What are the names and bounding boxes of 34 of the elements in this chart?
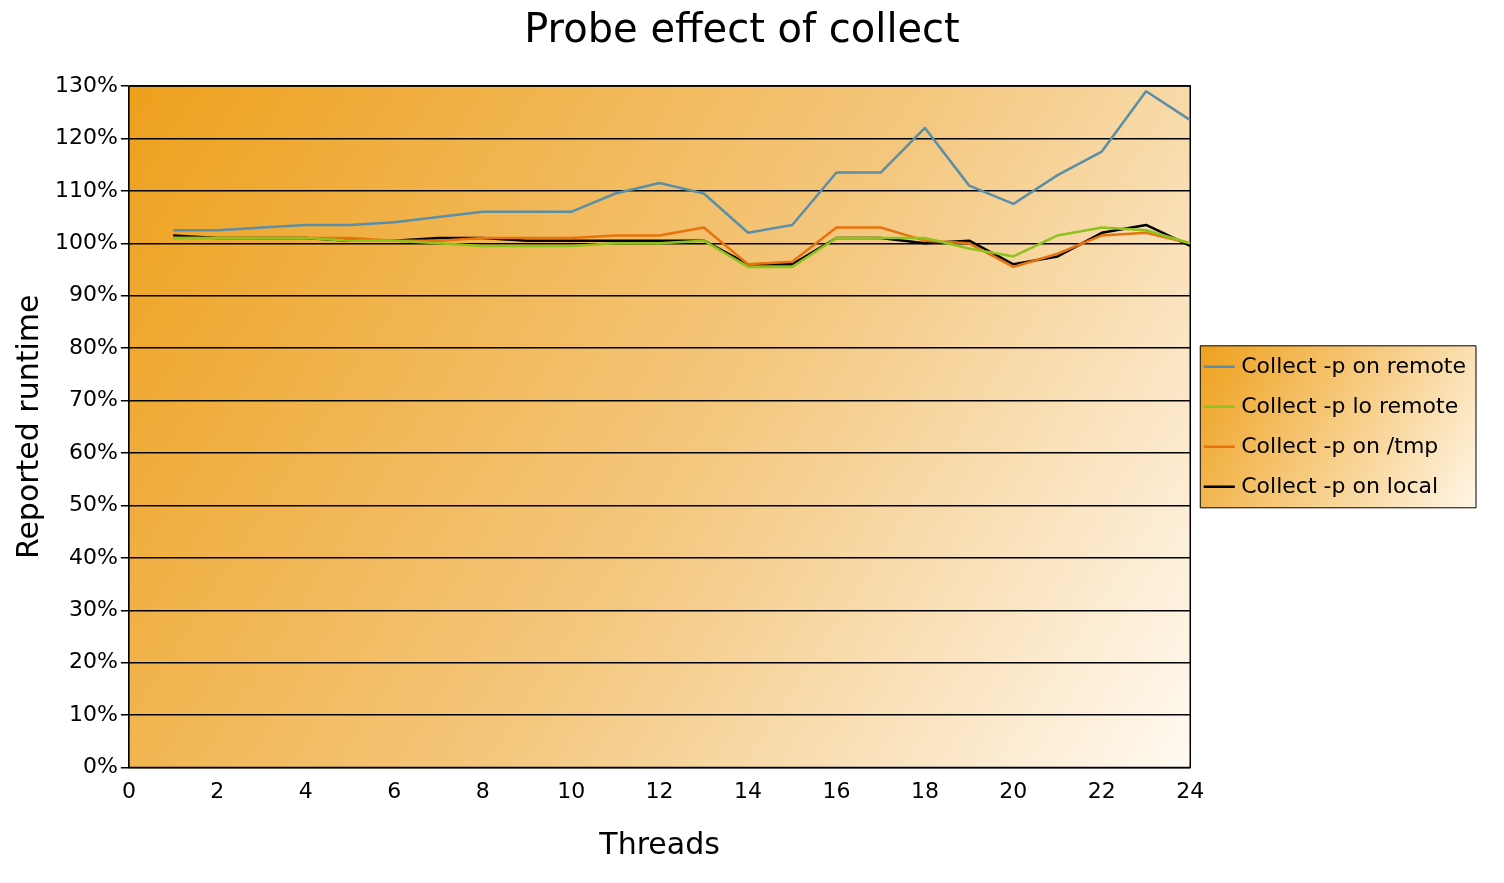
y-tick-label: 90% bbox=[68, 281, 118, 307]
y-axis-title: Reported runtime bbox=[9, 294, 45, 560]
legend-label: Collect -p on remote bbox=[1241, 352, 1467, 378]
legend-label: Collect -p lo remote bbox=[1241, 392, 1459, 418]
legend-label: Collect -p on /tmp bbox=[1241, 432, 1439, 458]
x-tick-label: 22 bbox=[1087, 777, 1116, 803]
y-tick-label: 70% bbox=[68, 386, 118, 412]
y-tick-label: 60% bbox=[68, 438, 118, 464]
y-tick-label: 100% bbox=[54, 229, 118, 255]
x-tick-label: 2 bbox=[210, 777, 225, 803]
x-tick-label: 12 bbox=[645, 777, 674, 803]
y-tick-label: 20% bbox=[68, 648, 118, 674]
y-tick-label: 50% bbox=[68, 491, 118, 517]
x-tick-label: 0 bbox=[121, 777, 136, 803]
y-tick-label: 110% bbox=[54, 176, 118, 202]
y-tick-label: 0% bbox=[82, 753, 118, 779]
legend-label: Collect -p on local bbox=[1241, 472, 1439, 498]
x-tick-label: 10 bbox=[557, 777, 586, 803]
x-tick-label: 20 bbox=[999, 777, 1028, 803]
x-tick-label: 8 bbox=[475, 777, 490, 803]
y-tick-label: 30% bbox=[68, 596, 118, 622]
y-tick-label: 10% bbox=[68, 700, 118, 726]
x-tick-label: 4 bbox=[298, 777, 313, 803]
x-tick-label: 18 bbox=[910, 777, 939, 803]
y-tick-label: 120% bbox=[54, 124, 118, 150]
y-tick-label: 130% bbox=[54, 71, 118, 97]
y-tick-label: 80% bbox=[68, 333, 118, 359]
x-tick-label: 6 bbox=[387, 777, 402, 803]
y-tick-label: 40% bbox=[68, 543, 118, 569]
x-tick-label: 14 bbox=[734, 777, 763, 803]
chart-title: Probe effect of collect bbox=[524, 5, 960, 52]
x-axis-title: Threads bbox=[598, 825, 720, 861]
x-tick-label: 24 bbox=[1176, 777, 1205, 803]
x-tick-label: 16 bbox=[822, 777, 851, 803]
